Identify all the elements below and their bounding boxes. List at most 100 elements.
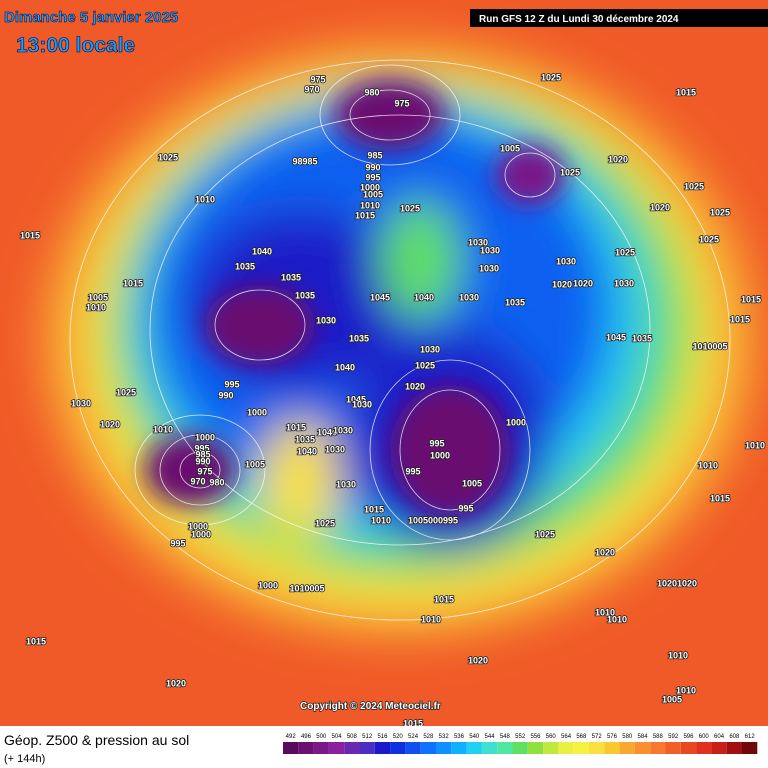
isobar-label: 985 bbox=[367, 150, 382, 160]
isobar-label: 1040 bbox=[335, 362, 355, 372]
isobar-label: 970 bbox=[190, 476, 205, 486]
isobar-label: 1020 bbox=[608, 154, 628, 164]
colorbar-cell bbox=[405, 742, 421, 754]
isobar-label: 1010 bbox=[676, 685, 696, 695]
isobar-label: 1010 bbox=[607, 614, 627, 624]
colorbar-label: 496 bbox=[301, 734, 312, 740]
isobar-label: 1010 bbox=[421, 614, 441, 624]
isobar-label: 1010005 bbox=[289, 583, 324, 593]
isobar-label: 1000 bbox=[188, 521, 208, 531]
isobar-label: 1030 bbox=[336, 479, 356, 489]
colorbar-cell bbox=[589, 742, 605, 754]
colorbar-cell bbox=[283, 742, 299, 754]
colorbar-cell bbox=[497, 742, 513, 754]
colorbar-label: 588 bbox=[653, 734, 664, 740]
isobar-label: 1005 bbox=[462, 478, 482, 488]
isobar-label: 1030 bbox=[614, 278, 634, 288]
isobar-label: 1000 bbox=[247, 407, 267, 417]
colorbar-label: 592 bbox=[668, 734, 679, 740]
colorbar-label: 492 bbox=[286, 734, 297, 740]
isobar-label: 1040 bbox=[252, 246, 272, 256]
colorbar-cell bbox=[374, 742, 391, 754]
isobar-label: 1010 bbox=[86, 302, 106, 312]
colorbar-label: 508 bbox=[347, 734, 358, 740]
colorbar-cell bbox=[436, 742, 452, 754]
colorbar-label: 516 bbox=[377, 734, 388, 740]
isobar-label: 995 bbox=[194, 443, 209, 453]
isobar-label: 1000 bbox=[191, 529, 211, 539]
colorbar-label: 576 bbox=[607, 734, 618, 740]
footer-lead: (+ 144h) bbox=[4, 753, 45, 765]
colorbar-cell bbox=[726, 742, 742, 754]
colorbar-label: 596 bbox=[683, 734, 694, 740]
isobar-label: 1040 bbox=[297, 446, 317, 456]
isobar-label: 1010 bbox=[595, 607, 615, 617]
isobar-label: 1030 bbox=[480, 245, 500, 255]
colorbar-cell bbox=[313, 742, 329, 754]
colorbar-label: 580 bbox=[622, 734, 633, 740]
date: Dimanche 5 janvier 2025 bbox=[4, 9, 178, 26]
isobar-label: 975 bbox=[197, 466, 212, 476]
isobar-label: 1035 bbox=[505, 297, 525, 307]
colorbar-label: 556 bbox=[530, 734, 541, 740]
isobar-label: 1045 bbox=[606, 332, 626, 342]
colorbar-label: 524 bbox=[408, 734, 419, 740]
isobar-label: 1025 bbox=[710, 207, 730, 217]
colorbar-cell bbox=[665, 742, 681, 754]
isobar-label: 980 bbox=[209, 477, 224, 487]
isobar-label: 1015 bbox=[364, 504, 384, 514]
colorbar-cell bbox=[451, 742, 467, 754]
isobar-label: 1015 bbox=[434, 594, 454, 604]
isobar-label: 1020 bbox=[166, 678, 186, 688]
isobar-label: 995 bbox=[405, 466, 420, 476]
colorbar-cell bbox=[742, 742, 758, 754]
isobar-label: 1020 bbox=[468, 655, 488, 665]
isobar-label: 1040 bbox=[414, 292, 434, 302]
isobar-label: 1015 bbox=[286, 422, 306, 432]
colorbar-label: 608 bbox=[729, 734, 740, 740]
isobar-label: 1005 bbox=[662, 694, 682, 704]
colorbar-label: 552 bbox=[515, 734, 526, 740]
colorbar-label: 604 bbox=[714, 734, 725, 740]
colorbar: 492 496 500 504 508 512 516 520 524 528 532 536 540 5… bbox=[283, 734, 758, 754]
isobar-label: 1015 bbox=[741, 294, 761, 304]
isobar-label: 1000 bbox=[430, 450, 450, 460]
isobar-label: 990 bbox=[365, 162, 380, 172]
isobar-label: 1010 bbox=[745, 440, 765, 450]
colorbar-label: 612 bbox=[745, 734, 756, 740]
isobar-label: 1035 bbox=[349, 333, 369, 343]
colorbar-cell bbox=[680, 742, 697, 754]
isobar-label: 1005 bbox=[363, 189, 383, 199]
isobar-label: 1020 bbox=[552, 279, 572, 289]
isobar-label: 1040 bbox=[317, 427, 337, 437]
colorbar-label: 600 bbox=[699, 734, 710, 740]
isobar-label: 995 bbox=[458, 503, 473, 513]
isobar-label: 995 bbox=[365, 172, 380, 182]
colorbar-label: 504 bbox=[332, 734, 343, 740]
isobar-label: 1030 bbox=[352, 399, 372, 409]
isobar-label: 10201020 bbox=[657, 578, 697, 588]
isobar-label: 1025 bbox=[615, 247, 635, 257]
isobar-label: 1015 bbox=[710, 493, 730, 503]
isobar-label: 980 bbox=[364, 87, 379, 97]
isobar-label: 1035 bbox=[281, 272, 301, 282]
colorbar-label: 544 bbox=[485, 734, 496, 740]
isobar-label: 1000 bbox=[506, 417, 526, 427]
isobar-label: 1025 bbox=[315, 518, 335, 528]
colorbar-cell bbox=[711, 742, 727, 754]
isobar-label: 1030 bbox=[556, 256, 576, 266]
isobar-label: 1030 bbox=[479, 263, 499, 273]
isobar-label: 970 bbox=[304, 84, 319, 94]
isobar-label: 1025 bbox=[560, 167, 580, 177]
colorbar-label: 532 bbox=[439, 734, 450, 740]
colorbar-cell bbox=[512, 742, 528, 754]
isobar-label: 1025 bbox=[684, 181, 704, 191]
colorbar-cell bbox=[619, 742, 635, 754]
isobar-label: 1025 bbox=[535, 529, 555, 539]
isobar-label: 1030 bbox=[325, 444, 345, 454]
colorbar-label: 572 bbox=[592, 734, 603, 740]
colorbar-cell bbox=[298, 742, 314, 754]
colorbar-cell bbox=[634, 742, 651, 754]
